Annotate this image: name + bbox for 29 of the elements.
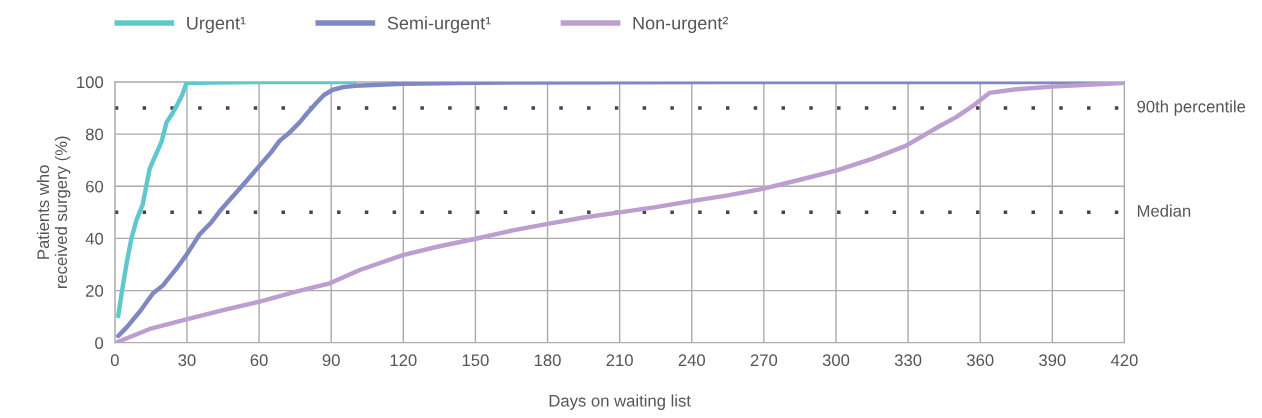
y-tick-label: 100 <box>77 76 104 89</box>
ref-line-label: 90th percentile <box>1137 100 1246 116</box>
y-tick-label: 20 <box>86 284 104 297</box>
x-tick-label: 90 <box>322 354 340 367</box>
legend-label: Urgent¹ <box>187 16 246 34</box>
x-tick-label: 120 <box>390 354 417 367</box>
x-tick-label: 390 <box>1039 354 1066 367</box>
x-tick-label: 360 <box>966 354 994 367</box>
line-series <box>115 81 358 319</box>
y-tick-label: 40 <box>85 232 104 245</box>
x-tick-label: 0 <box>110 354 119 367</box>
y-tick-label: 60 <box>86 180 104 193</box>
x-tick-label: 210 <box>606 354 633 367</box>
x-tick-label: 240 <box>678 354 706 367</box>
y-axis-title: Patients who received surgery (%) <box>36 136 71 289</box>
x-tick-label: 150 <box>462 354 489 367</box>
y-tick-label: 0 <box>95 337 104 349</box>
x-axis-title: Days on waiting list <box>549 394 691 410</box>
ref-line-label: Median <box>1137 204 1191 217</box>
x-tick-label: 180 <box>534 354 561 367</box>
legend-label: Semi-urgent¹ <box>387 16 491 34</box>
y-tick-label: 80 <box>85 128 104 141</box>
x-tick-label: 30 <box>178 354 196 367</box>
x-tick-label: 330 <box>894 354 922 367</box>
x-tick-label: 270 <box>750 354 778 367</box>
x-tick-label: 300 <box>822 354 850 367</box>
x-tick-label: 420 <box>1110 354 1138 367</box>
legend-label: Non-urgent² <box>633 16 729 34</box>
x-tick-label: 60 <box>250 354 268 367</box>
